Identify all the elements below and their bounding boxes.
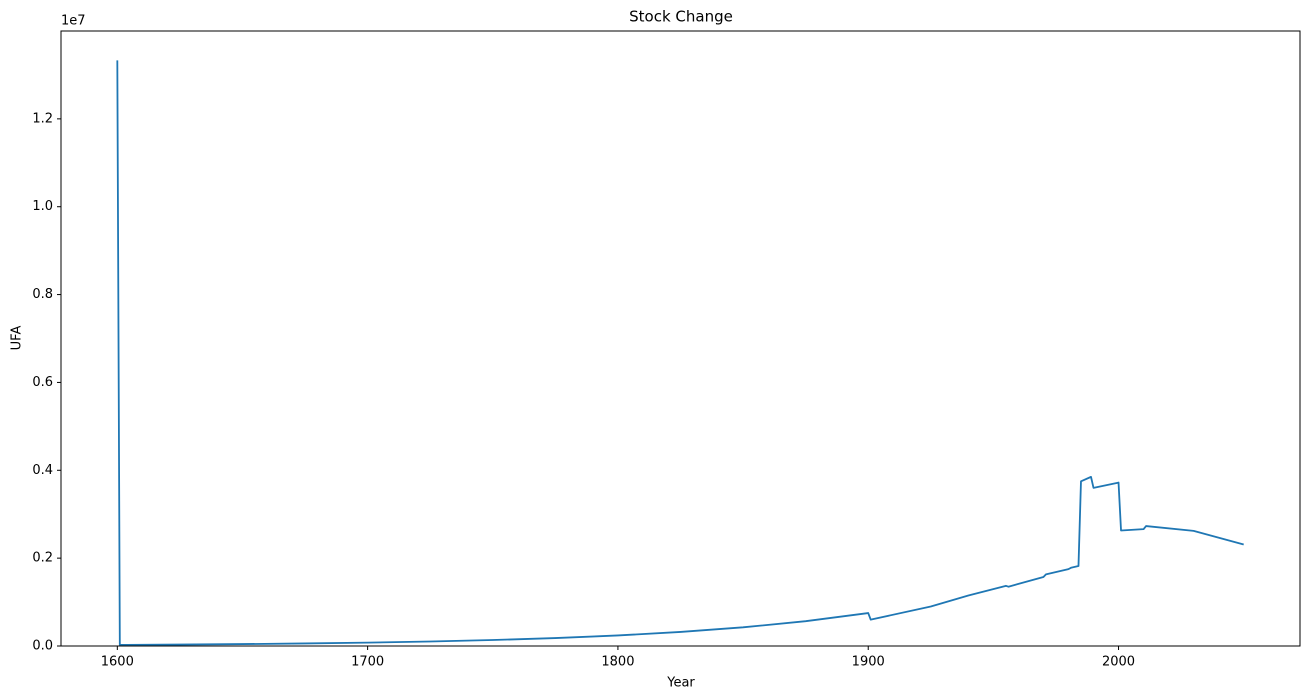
x-axis-label: Year	[666, 676, 695, 691]
y-tick-label: 0.4	[32, 463, 53, 478]
x-tick-label: 1700	[351, 655, 384, 670]
y-offset-label: 1e7	[61, 14, 86, 29]
x-tick-label: 1800	[601, 655, 634, 670]
y-axis-label: UFA	[10, 326, 25, 351]
y-tick-label: 0.0	[32, 639, 53, 654]
plot-frame	[60, 30, 1301, 647]
y-tick-label: 0.6	[32, 375, 53, 390]
y-tick-label: 0.2	[32, 551, 53, 566]
x-tick-label: 1900	[852, 655, 885, 670]
x-tick-label: 1600	[101, 655, 134, 670]
line-series	[116, 60, 1244, 646]
y-tick-label: 1.2	[32, 111, 53, 126]
chart-title: Stock Change	[629, 8, 733, 26]
y-tick-label: 0.8	[32, 287, 53, 302]
y-tick-label: 1.0	[32, 199, 53, 214]
x-tick-label: 2000	[1102, 655, 1135, 670]
